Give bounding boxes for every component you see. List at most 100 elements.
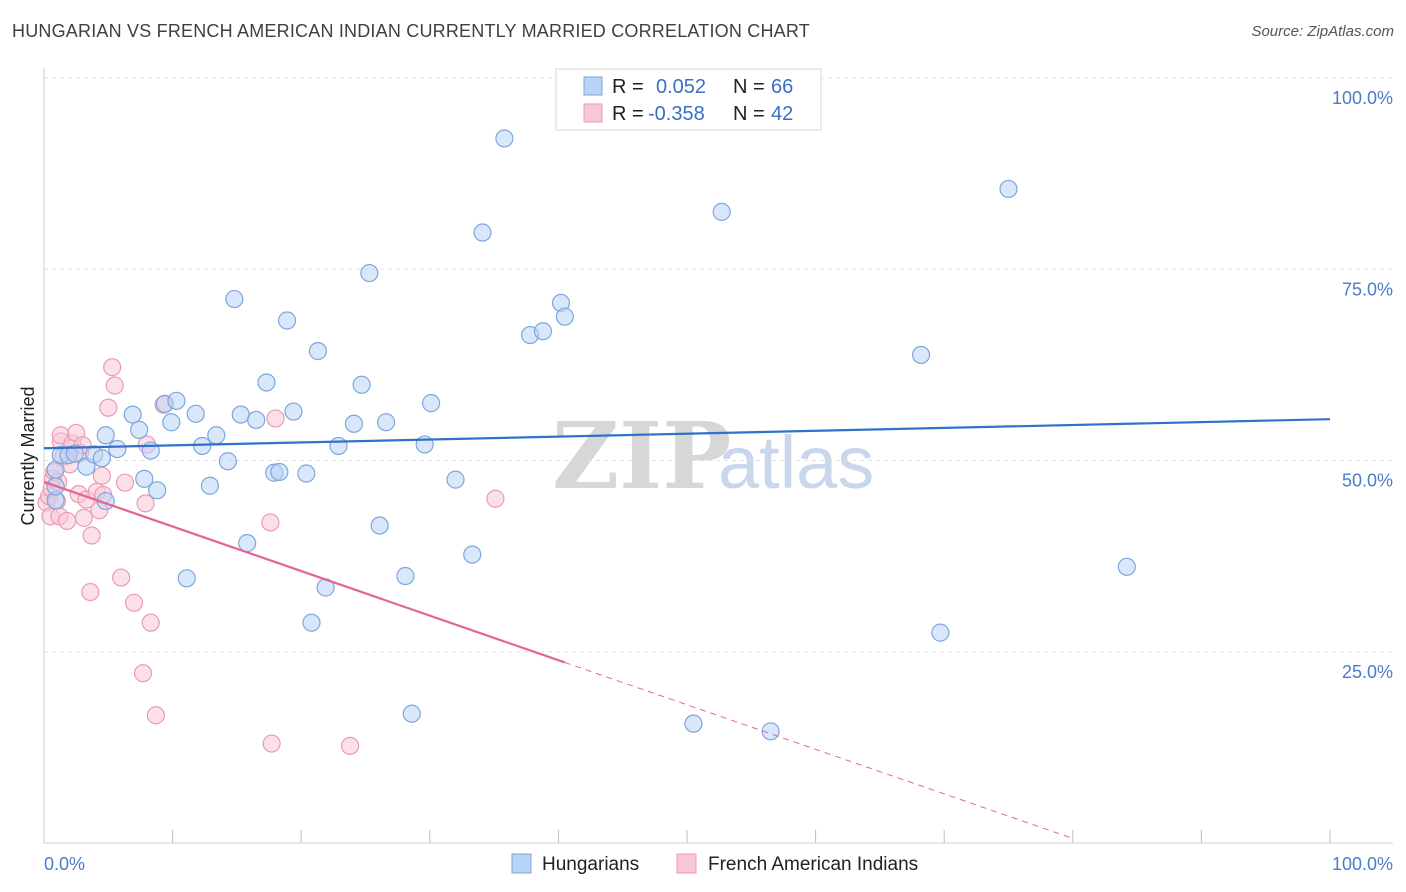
french-american-indians-point-44 — [486, 489, 505, 508]
hungarians-point-23 — [200, 476, 219, 495]
french-american-indians-point-26 — [92, 466, 111, 485]
hungarians-point-56 — [555, 307, 574, 326]
legend-n-value-hungarians: 66 — [771, 76, 793, 98]
hungarians-point-62 — [999, 179, 1018, 199]
hungarians-point-21 — [186, 404, 205, 423]
source-label: Source: ZipAtlas.com — [1251, 23, 1394, 40]
hungarians-point-51 — [473, 223, 492, 242]
legend-n-label-hungarians: N = — [733, 76, 765, 98]
french-american-indians-point-38 — [146, 706, 165, 725]
hungarians-point-5 — [65, 444, 84, 463]
trend-line-hungarians — [43, 418, 1331, 450]
hungarians-point-34 — [284, 402, 303, 421]
hungarians-point-22 — [193, 436, 212, 456]
hungarians-point-27 — [231, 405, 250, 424]
french-american-indians-point-22 — [81, 582, 100, 602]
hungarians-point-39 — [329, 436, 348, 456]
french-american-indians-point-43 — [340, 736, 360, 755]
x-axis-ticks — [172, 830, 1331, 843]
french-american-indians-point-20 — [74, 508, 93, 527]
bottom-legend-label-hungarians: Hungarians — [542, 854, 639, 875]
french-american-indians-point-34 — [133, 664, 153, 683]
correlation-legend: R = 0.052 N = 66 R = -0.358 N = 42 — [555, 68, 822, 131]
hungarians-point-29 — [247, 410, 266, 430]
y-tick-label-75: 75.0% — [1342, 279, 1393, 299]
french-american-indians-point-33 — [124, 593, 144, 612]
hungarians-point-11 — [108, 439, 127, 459]
hungarians-point-58 — [712, 202, 731, 221]
bottom-legend-swatch-french-american-indians — [676, 853, 697, 874]
trend-lines — [43, 418, 1331, 839]
grid-lines — [44, 77, 1393, 653]
hungarians-point-30 — [257, 373, 276, 392]
french-american-indians-point-28 — [99, 398, 118, 417]
hungarians-point-33 — [277, 311, 297, 330]
legend-n-label-french-american-indians: N = — [733, 103, 765, 125]
chart-title: HUNGARIAN VS FRENCH AMERICAN INDIAN CURR… — [12, 21, 810, 41]
hungarians-point-45 — [396, 566, 415, 586]
bottom-legend-swatch-hungarians — [511, 853, 532, 874]
hungarians-point-26 — [225, 289, 244, 309]
y-tick-label-50: 50.0% — [1342, 471, 1393, 491]
french-american-indians-point-31 — [112, 568, 131, 587]
hungarians-point-25 — [218, 452, 237, 471]
hungarians-point-37 — [308, 342, 328, 361]
hungarians-point-19 — [167, 391, 186, 410]
x-tick-label-min: 0.0% — [44, 854, 85, 874]
y-tick-labels: 25.0% 50.0% 75.0% 100.0% — [1332, 88, 1393, 682]
legend-r-value-hungarians: 0.052 — [656, 76, 706, 98]
hungarians-point-15 — [141, 441, 160, 460]
hungarians-point-50 — [463, 545, 482, 564]
hungarians-point-41 — [352, 375, 371, 394]
y-tick-label-100: 100.0% — [1332, 88, 1393, 108]
hungarians-point-46 — [402, 704, 421, 723]
trend-line-french-american-indians — [43, 480, 566, 664]
y-tick-label-25: 25.0% — [1342, 662, 1393, 682]
french-american-indians-point-35 — [136, 494, 155, 513]
series-hungarians — [46, 129, 1136, 741]
hungarians-point-44 — [376, 413, 396, 432]
hungarians-point-13 — [130, 420, 149, 439]
hungarians-point-10 — [96, 426, 115, 445]
legend-n-value-french-american-indians: 42 — [771, 103, 793, 125]
series-french-american-indians — [37, 358, 505, 755]
series-legend: Hungarians French American Indians — [511, 853, 918, 875]
hungarians-point-49 — [446, 470, 465, 489]
hungarians-point-20 — [177, 569, 196, 588]
x-tick-label-max: 100.0% — [1332, 854, 1393, 874]
hungarians-point-60 — [911, 345, 931, 365]
bottom-legend-label-french-american-indians: French American Indians — [708, 854, 918, 875]
hungarians-point-54 — [533, 322, 553, 341]
hungarians-point-61 — [931, 623, 950, 642]
french-american-indians-point-32 — [115, 473, 135, 492]
hungarians-point-28 — [238, 534, 257, 553]
hungarians-point-63 — [1117, 557, 1136, 576]
hungarians-point-16 — [148, 481, 167, 500]
hungarians-point-24 — [207, 426, 226, 445]
legend-swatch-french-american-indians — [583, 103, 603, 123]
hungarians-point-12 — [123, 405, 142, 424]
hungarians-point-36 — [302, 613, 321, 632]
hungarians-point-14 — [135, 469, 154, 488]
french-american-indians-point-23 — [82, 526, 101, 545]
hungarians-point-40 — [344, 414, 364, 433]
legend-r-value-french-american-indians: -0.358 — [648, 103, 705, 125]
watermark-zip: ZIP — [552, 402, 731, 510]
french-american-indians-point-37 — [141, 613, 160, 632]
french-american-indians-point-40 — [261, 513, 280, 532]
french-american-indians-point-41 — [262, 734, 281, 753]
legend-swatch-hungarians — [583, 76, 603, 96]
french-american-indians-point-12 — [58, 511, 77, 531]
hungarians-point-32 — [270, 462, 289, 482]
french-american-indians-point-29 — [103, 358, 122, 377]
french-american-indians-point-30 — [105, 376, 124, 395]
y-axis-title: Currently Married — [18, 386, 38, 525]
hungarians-point-48 — [421, 394, 441, 413]
hungarians-point-43 — [370, 516, 389, 535]
hungarians-point-52 — [495, 129, 514, 148]
hungarians-point-42 — [360, 263, 379, 283]
hungarians-point-57 — [684, 714, 703, 733]
legend-r-label-french-american-indians: R = — [612, 103, 644, 125]
hungarians-point-18 — [162, 413, 181, 432]
